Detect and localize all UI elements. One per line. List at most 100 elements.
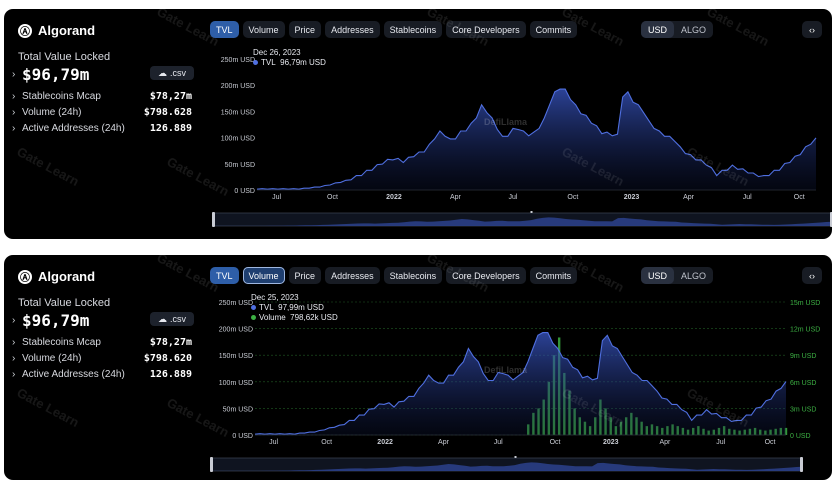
stat-volume-24h[interactable]: › Volume (24h) $798.628 — [12, 107, 192, 118]
tvl-area — [255, 332, 786, 435]
sidebar-stats: Ⓐ Algorand Total Value Locked › $96,79m … — [4, 9, 204, 239]
x-tick-label: Oct — [550, 439, 561, 446]
chain-logo: Ⓐ Algorand — [18, 269, 95, 284]
tvl-chart[interactable]: 0 USD 50m USD 100m USD 150m USD 200m USD 250m… — [4, 9, 832, 239]
tab-tvl[interactable]: TVL — [210, 21, 239, 38]
x-tick-label: Jul — [743, 194, 752, 201]
tooltip-label: TVL — [259, 303, 274, 312]
tooltip-value: 97,99m USD — [278, 303, 324, 312]
stat-active-addresses[interactable]: › Active Addresses (24h) 126.889 — [12, 123, 192, 134]
x-tick-label: Apr — [438, 439, 450, 446]
range-grip — [530, 211, 533, 213]
embed-code-button[interactable]: ‹› — [802, 21, 822, 38]
y-tick-label: 250m USD — [219, 300, 253, 307]
y-tick-label: 250m USD — [221, 57, 255, 64]
currency-algo[interactable]: ALGO — [681, 24, 707, 35]
chevron-right-icon: › — [12, 69, 16, 80]
y-tick-label: 150m USD — [221, 109, 255, 116]
tab-core-developers[interactable]: Core Developers — [446, 21, 526, 38]
tooltip-date: Dec 26, 2023 — [253, 48, 301, 57]
tab-stablecoins[interactable]: Stablecoins — [383, 21, 443, 38]
chart-tooltip: Dec 25, 2023 TVL 97,99m USD Volume 798,6… — [251, 293, 338, 323]
code-icon: ‹› — [809, 24, 815, 35]
x-tick-label: 2022 — [386, 194, 402, 201]
x-tick-label: 2023 — [624, 194, 640, 201]
chevron-right-icon: › — [12, 369, 16, 380]
tab-addresses[interactable]: Addresses — [325, 21, 380, 38]
download-cloud-icon: ☁ — [157, 67, 167, 78]
y-tick-label: 50m USD — [223, 406, 253, 413]
tooltip-value: 96,79m USD — [280, 58, 326, 67]
tab-volume[interactable]: Volume — [242, 267, 285, 284]
tooltip-label: TVL — [261, 58, 276, 67]
embed-code-button[interactable]: ‹› — [802, 267, 822, 284]
stat-volume-24h[interactable]: › Volume (24h) $798.620 — [12, 353, 192, 364]
tab-price[interactable]: Price — [288, 21, 322, 38]
y-tick-label: 100m USD — [221, 136, 255, 143]
y2-tick-label: 0 USD — [790, 433, 811, 440]
y2-tick-label: 12m USD — [790, 327, 820, 334]
algorand-icon: Ⓐ — [18, 23, 32, 38]
range-handle-left — [210, 457, 213, 472]
stat-active-addresses[interactable]: › Active Addresses (24h) 126.889 — [12, 369, 192, 380]
x-tick-label: Oct — [567, 194, 578, 201]
tab-core-developers[interactable]: Core Developers — [446, 267, 526, 284]
tab-tvl[interactable]: TVL — [210, 267, 239, 284]
tooltip-row-volume: Volume 798,62k USD — [251, 313, 338, 323]
tvl-volume-chart[interactable]: 0 USD 50m USD 100m USD 150m USD 200m USD 250m… — [4, 255, 832, 480]
stat-value: 126.889 — [149, 123, 192, 134]
currency-usd[interactable]: USD — [641, 21, 675, 38]
y2-tick-label: 9m USD — [790, 353, 816, 360]
y-tick-label: 200m USD — [221, 83, 255, 90]
chevron-right-icon: › — [12, 353, 16, 364]
tooltip-value: 798,62k USD — [290, 313, 338, 322]
chain-overview-panel-tvl: Ⓐ Algorand Total Value Locked › $96,79m … — [4, 9, 832, 239]
currency-toggle: USD ALGO — [641, 267, 714, 284]
stat-stablecoins-mcap[interactable]: › Stablecoins Mcap $78,27m — [12, 91, 192, 102]
tvl-expand[interactable]: › $96,79m — [12, 65, 89, 84]
x-tick-label: Jul — [269, 439, 278, 446]
x-tick-label: Oct — [327, 194, 338, 201]
download-csv-button[interactable]: ☁ .csv — [150, 312, 194, 326]
y2-tick-label: 6m USD — [790, 380, 816, 387]
tab-commits[interactable]: Commits — [529, 267, 578, 284]
csv-label: .csv — [169, 314, 186, 324]
tab-commits[interactable]: Commits — [529, 21, 578, 38]
range-handle-right — [830, 212, 832, 227]
x-tick-label: Apr — [450, 194, 462, 201]
stat-value: $78,27m — [149, 91, 192, 102]
tab-stablecoins[interactable]: Stablecoins — [383, 267, 443, 284]
tooltip-label: Volume — [259, 313, 286, 322]
x-tick-label: Apr — [683, 194, 695, 201]
chain-logo: Ⓐ Algorand — [18, 23, 95, 38]
tab-volume[interactable]: Volume — [242, 21, 285, 38]
x-tick-label: Apr — [659, 439, 671, 446]
x-tick-label: 2023 — [603, 439, 619, 446]
chain-name: Algorand — [38, 269, 96, 284]
tooltip-date: Dec 25, 2023 — [251, 293, 299, 302]
tvl-expand[interactable]: › $96,79m — [12, 311, 89, 330]
chain-overview-panel-volume: Ⓐ Algorand Total Value Locked › $96,79m … — [4, 255, 832, 480]
currency-usd[interactable]: USD — [641, 267, 675, 284]
y2-tick-label: 3m USD — [790, 406, 816, 413]
x-tick-label: Oct — [321, 439, 332, 446]
download-csv-button[interactable]: ☁ .csv — [150, 66, 194, 80]
tvl-line — [254, 332, 787, 435]
x-tick-label: Jul — [509, 194, 518, 201]
tab-price[interactable]: Price — [288, 267, 322, 284]
tab-addresses[interactable]: Addresses — [325, 267, 380, 284]
chart-tooltip: Dec 26, 2023 TVL 96,79m USD — [253, 48, 326, 68]
tooltip-row-tvl: TVL 97,99m USD — [251, 303, 338, 313]
y-tick-label: 0 USD — [232, 433, 253, 440]
stat-stablecoins-mcap[interactable]: › Stablecoins Mcap $78,27m — [12, 337, 192, 348]
stat-label: Stablecoins Mcap — [22, 337, 101, 348]
tvl-value: $96,79m — [22, 65, 90, 84]
x-tick-label: Oct — [794, 194, 805, 201]
tvl-area — [257, 89, 816, 190]
stat-label: Active Addresses (24h) — [22, 369, 125, 380]
currency-algo[interactable]: ALGO — [681, 270, 707, 281]
x-tick-label: 2022 — [377, 439, 393, 446]
code-icon: ‹› — [809, 270, 815, 281]
legend-dot — [253, 60, 258, 66]
x-tick-label: Jul — [716, 439, 725, 446]
